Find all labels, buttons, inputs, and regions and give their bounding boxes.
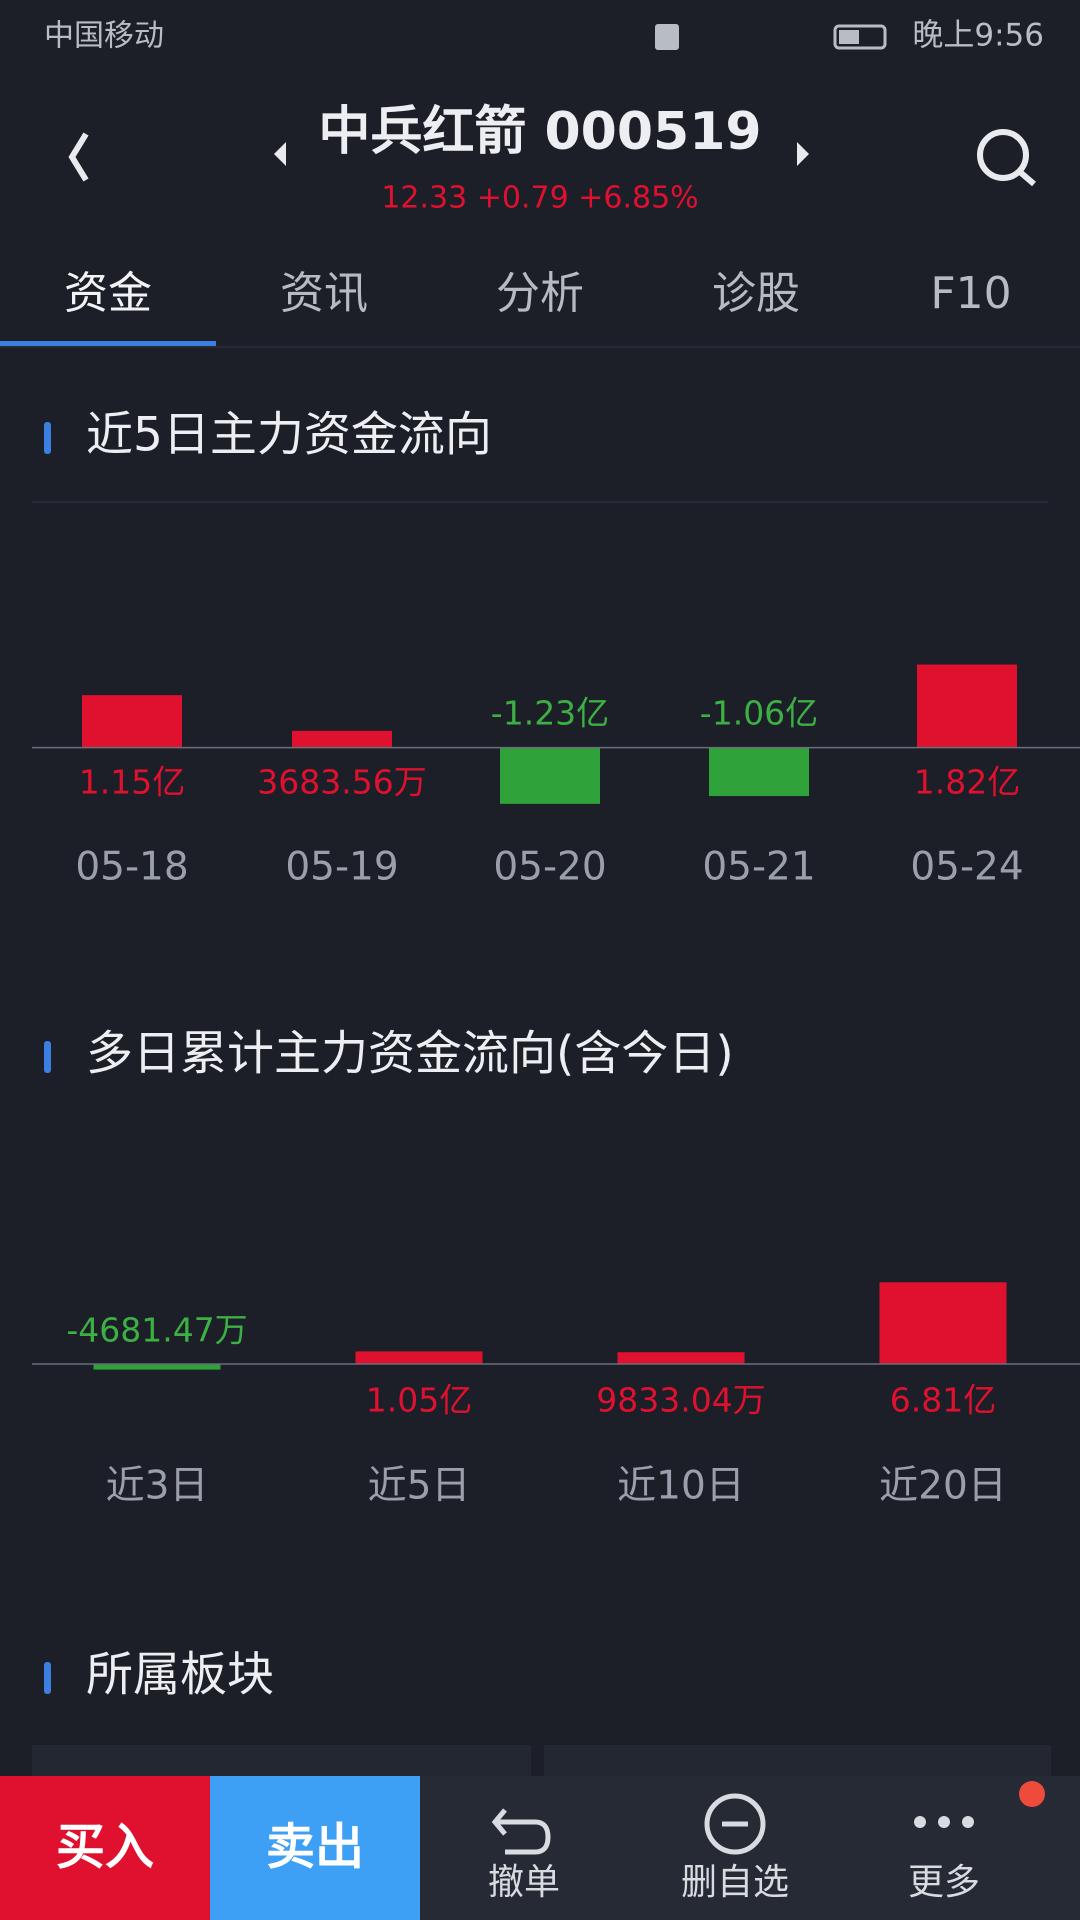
back-button[interactable] (68, 132, 89, 182)
action-label[interactable]: 撤单 (488, 1862, 560, 1903)
buy-label[interactable]: 买入 (56, 1819, 154, 1876)
bar (355, 1351, 483, 1364)
value-label: 3683.56万 (257, 763, 426, 802)
category-label: 近20日 (879, 1464, 1007, 1509)
next-stock[interactable] (797, 142, 809, 166)
bar (709, 747, 809, 797)
action-label[interactable]: 删自选 (681, 1862, 789, 1903)
category-label: 05-21 (702, 845, 815, 890)
bar (93, 1364, 221, 1370)
buy-button[interactable] (0, 1776, 210, 1920)
value-label: 9833.04万 (596, 1381, 765, 1420)
value-label: 1.15亿 (79, 763, 185, 802)
value-label: 6.81亿 (890, 1381, 996, 1420)
action-label[interactable]: 更多 (908, 1862, 980, 1903)
undo-icon[interactable] (491, 1808, 551, 1855)
category-label: 近3日 (106, 1464, 209, 1509)
category-label: 05-20 (493, 845, 606, 890)
more-icon[interactable] (914, 1816, 974, 1828)
sell-button[interactable] (210, 1776, 420, 1920)
section-marker (44, 422, 51, 454)
section-marker (44, 1662, 51, 1694)
tab[interactable]: 资金 (64, 268, 152, 319)
section-marker (44, 1041, 51, 1073)
chart-title: 多日累计主力资金流向(含今日) (86, 1027, 734, 1082)
value-label: -1.23亿 (491, 694, 609, 733)
chart-title: 近5日主力资金流向 (86, 408, 492, 463)
stock-quote: 12.33 +0.79 +6.85% (381, 181, 698, 216)
category-label: 05-19 (285, 845, 398, 890)
charts: 近5日主力资金流向 1.15亿 05-18 3683.56万 05-19 -1.23亿 05… (32, 408, 1080, 1509)
search-button[interactable] (977, 129, 1036, 187)
tab[interactable]: 诊股 (712, 268, 800, 319)
tab-underline (0, 341, 216, 346)
bar (82, 695, 182, 748)
clock: 晚上9:56 (912, 18, 1044, 54)
stock-title: 中兵红箭 000519 (318, 102, 761, 162)
category-label: 05-18 (75, 845, 188, 890)
category-label: 近5日 (368, 1464, 471, 1509)
action-labels: 撤单 删自选 更多 (488, 1862, 980, 1903)
notification-dot (1019, 1781, 1045, 1807)
tab[interactable]: 分析 (496, 268, 584, 319)
bar (500, 747, 600, 804)
value-label: 1.05亿 (366, 1381, 472, 1420)
status-icons (655, 24, 887, 50)
bar (879, 1282, 1007, 1364)
carrier: 中国移动 (44, 19, 164, 54)
bar (617, 1352, 745, 1364)
remove-icon[interactable] (704, 1793, 766, 1855)
value-label: 1.82亿 (914, 763, 1020, 802)
chart: 近5日主力资金流向 1.15亿 05-18 3683.56万 05-19 -1.23亿 05… (32, 408, 1080, 890)
prev-stock[interactable] (274, 142, 286, 166)
value-label: -1.06亿 (700, 694, 818, 733)
category-label: 05-24 (910, 845, 1023, 890)
tab-bar: 资金 资讯 分析 诊股 F10 (64, 268, 1012, 319)
bar (292, 730, 392, 748)
tab[interactable]: 资讯 (280, 268, 368, 319)
bar (917, 664, 1017, 748)
category-label: 近10日 (617, 1464, 745, 1509)
sell-label[interactable]: 卖出 (266, 1819, 364, 1876)
tab[interactable]: F10 (930, 268, 1011, 319)
section-title: 所属板块 (86, 1648, 274, 1703)
value-label: -4681.47万 (66, 1311, 247, 1350)
